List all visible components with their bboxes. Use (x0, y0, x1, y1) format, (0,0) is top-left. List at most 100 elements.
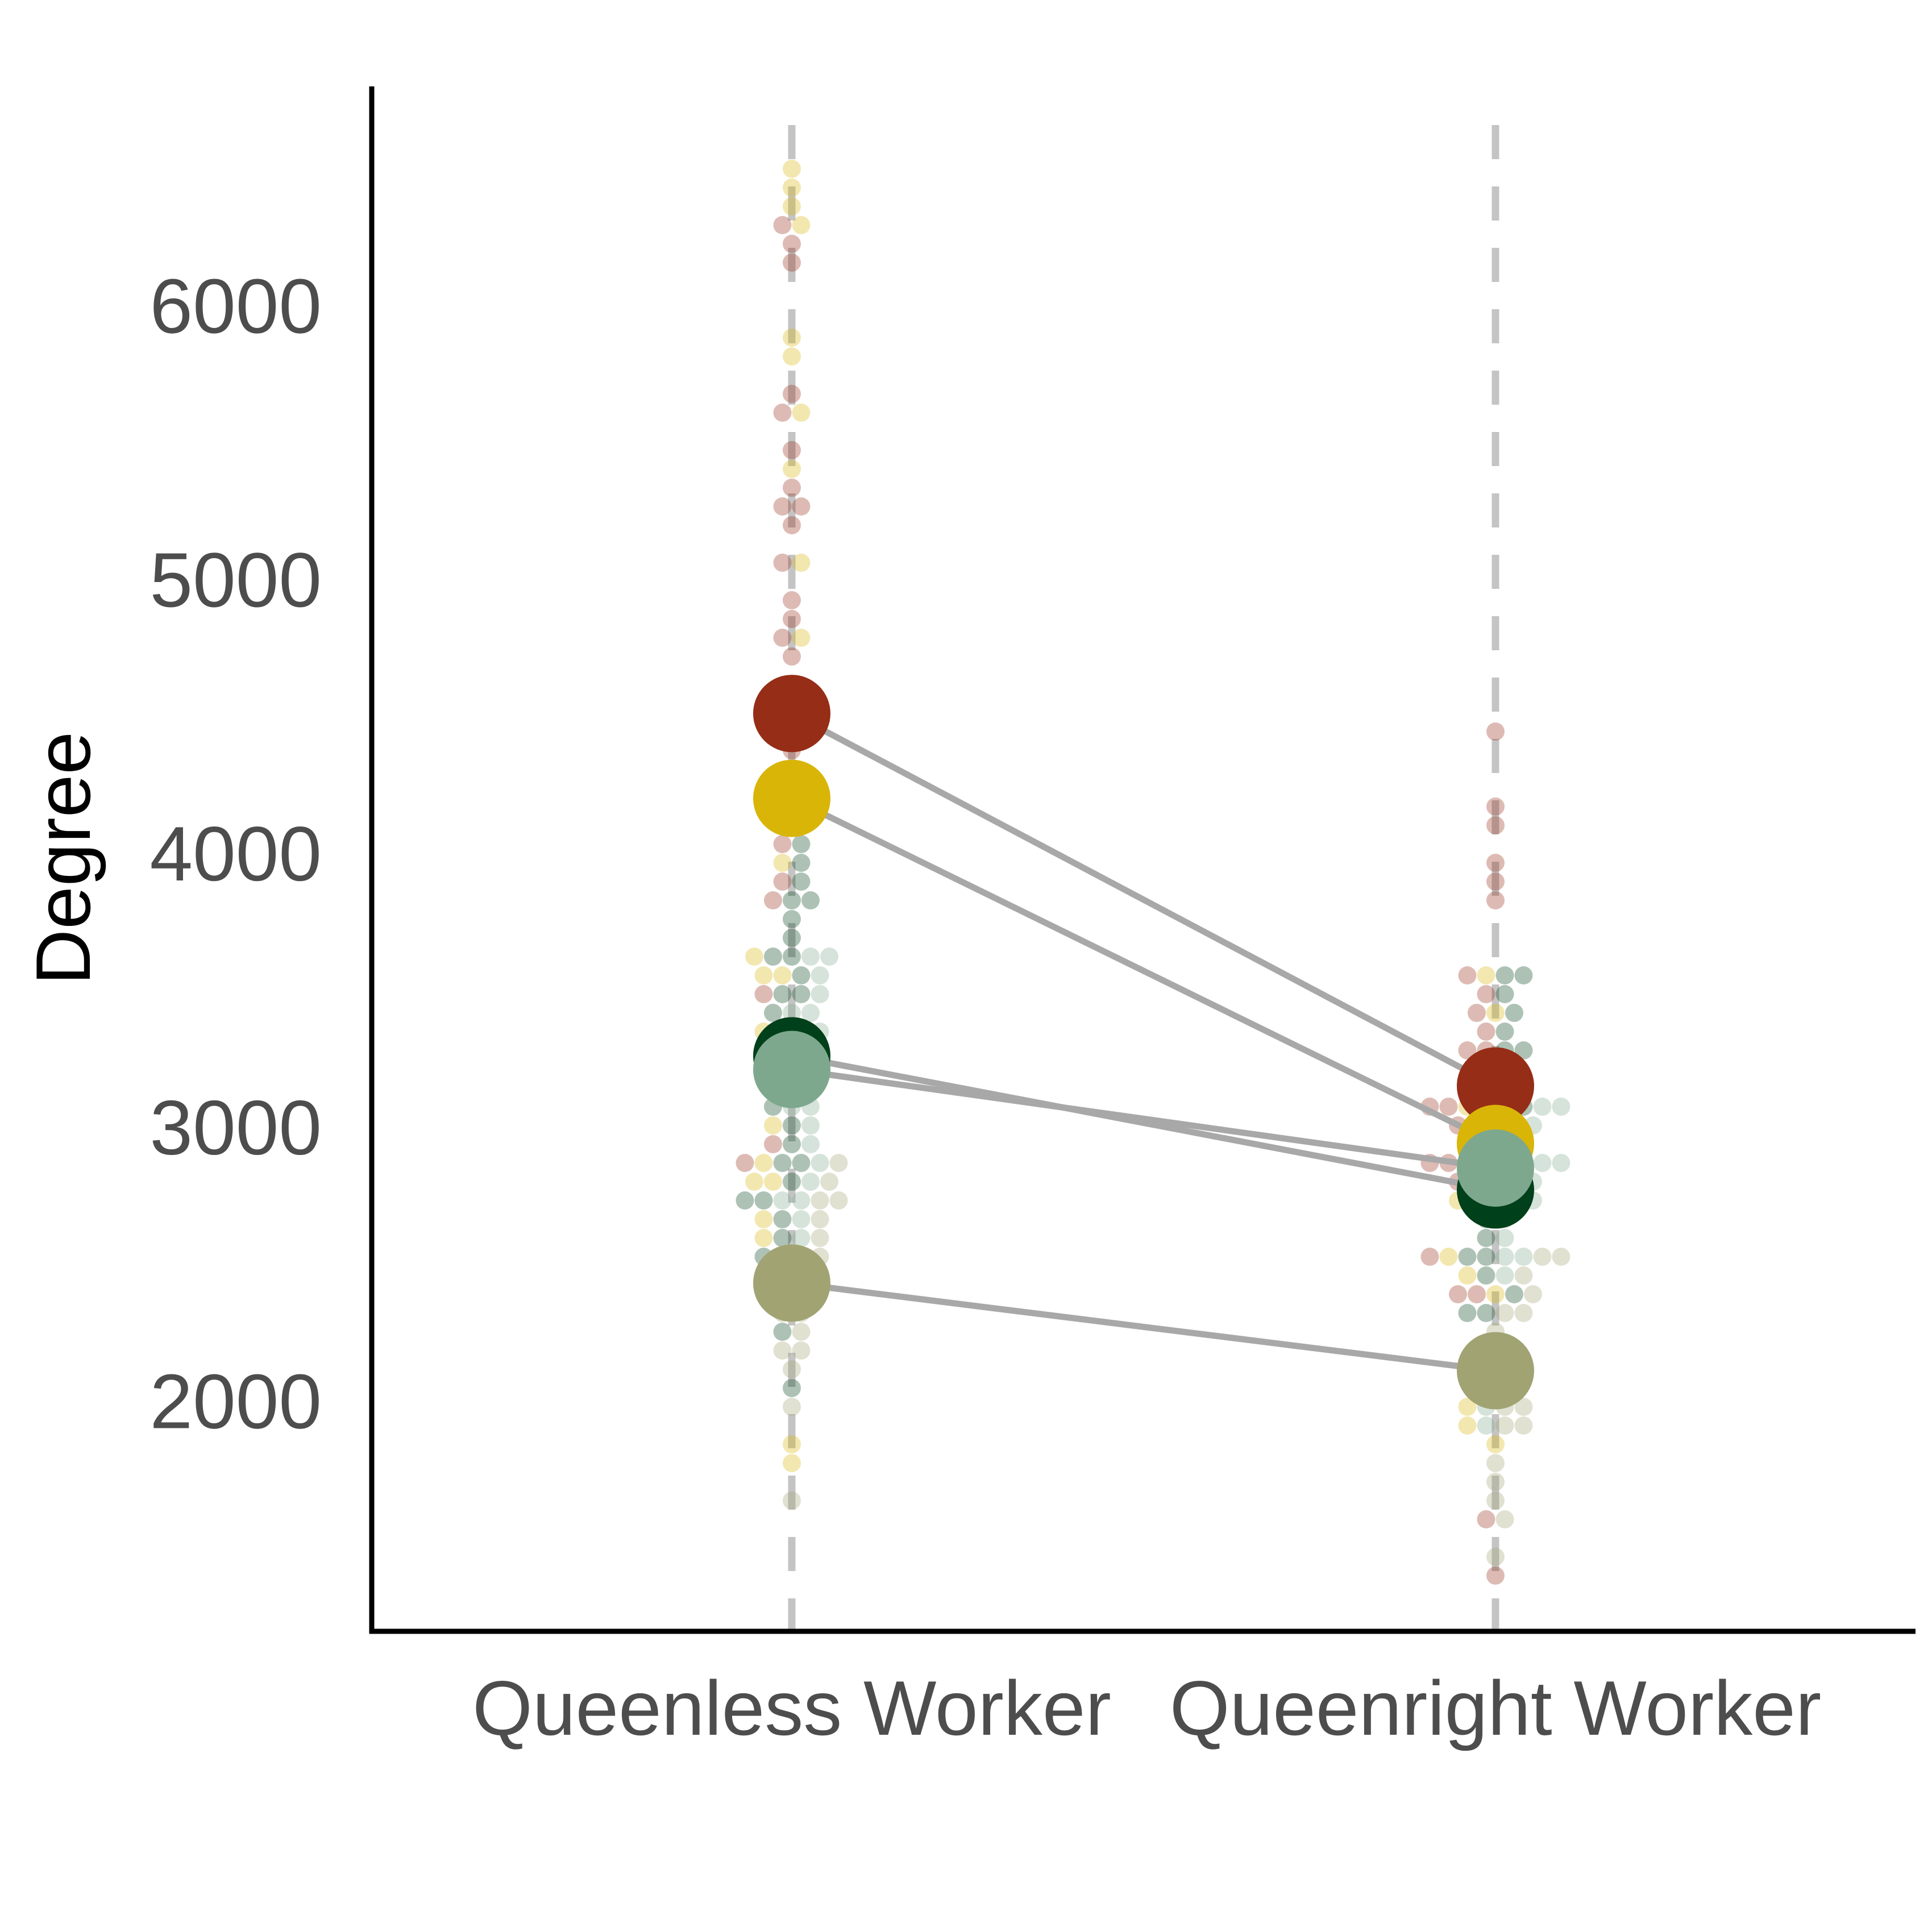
data-point (1495, 1416, 1514, 1435)
data-point (783, 1173, 801, 1191)
data-point (754, 1154, 773, 1172)
data-point (783, 910, 801, 928)
data-point (1533, 1098, 1552, 1116)
y-tick-label: 6000 (149, 263, 322, 349)
data-point (1439, 1098, 1458, 1116)
data-point (783, 441, 801, 459)
data-point (1495, 1304, 1514, 1322)
data-point (1552, 1154, 1570, 1172)
data-point (783, 591, 801, 609)
data-point (792, 1341, 811, 1360)
data-point (764, 1004, 782, 1022)
data-point (1458, 1248, 1477, 1266)
data-point (1514, 1248, 1533, 1266)
data-point (1486, 816, 1505, 834)
y-tick-label: 3000 (149, 1085, 322, 1171)
data-point (801, 891, 820, 909)
data-point (811, 1191, 829, 1210)
data-point (783, 235, 801, 253)
data-point (1486, 1567, 1505, 1585)
y-tick-label: 5000 (149, 537, 322, 623)
data-point (1514, 1416, 1533, 1435)
data-point (1420, 1248, 1439, 1266)
data-point (792, 629, 811, 647)
mean-connector-sage (791, 1066, 1496, 1171)
data-point (1486, 1454, 1505, 1472)
data-point (1449, 1285, 1467, 1303)
data-point (783, 479, 801, 497)
data-point (1495, 1248, 1514, 1266)
data-point (1533, 1248, 1552, 1266)
data-point (773, 629, 792, 647)
data-point (801, 1173, 820, 1191)
data-point (1477, 1510, 1495, 1528)
data-point (773, 216, 792, 234)
data-point (792, 985, 811, 1003)
mean-point-olive (753, 1244, 830, 1322)
data-point (820, 1173, 838, 1191)
data-point (1495, 1023, 1514, 1041)
data-point (783, 160, 801, 178)
data-point (811, 1210, 829, 1228)
data-point (1486, 872, 1505, 891)
data-point (783, 948, 801, 966)
mean-point-gold (753, 759, 830, 837)
data-point (1486, 891, 1505, 909)
data-point (773, 1323, 792, 1341)
mean-connector-olive (791, 1279, 1496, 1374)
mean-connectors (790, 711, 1497, 1374)
data-point (773, 554, 792, 572)
data-point (773, 1341, 792, 1360)
data-point (783, 329, 801, 347)
data-point (783, 254, 801, 272)
data-point (783, 1135, 801, 1153)
data-point (1486, 1435, 1505, 1453)
data-point (1505, 1285, 1523, 1303)
data-point (1486, 1491, 1505, 1510)
mean-connector-darkgreen (791, 1053, 1497, 1193)
data-point (801, 948, 820, 966)
data-point (811, 985, 829, 1003)
data-point (754, 1210, 773, 1228)
data-point (783, 1360, 801, 1378)
data-point (754, 1191, 773, 1210)
data-point (745, 1173, 763, 1191)
data-point (783, 460, 801, 478)
category-guide-lines (788, 125, 1499, 1629)
data-point (1486, 854, 1505, 872)
data-point (1514, 1398, 1533, 1416)
data-point (783, 516, 801, 534)
data-point (792, 854, 811, 872)
data-point (773, 404, 792, 422)
data-point (1477, 1023, 1495, 1041)
data-point (1486, 1285, 1505, 1303)
data-point (792, 216, 811, 234)
group-means (753, 675, 1534, 1410)
data-point (1458, 1041, 1477, 1060)
data-point (754, 966, 773, 984)
data-point (801, 1004, 820, 1022)
data-point (1458, 1266, 1477, 1285)
data-point (773, 985, 792, 1003)
data-point (1495, 1510, 1514, 1528)
data-point (1477, 966, 1495, 984)
data-point (811, 966, 829, 984)
mean-connector-red (790, 711, 1497, 1089)
mean-point-olive (1457, 1332, 1534, 1410)
data-point (1514, 966, 1533, 984)
data-point (773, 854, 792, 872)
data-point (792, 872, 811, 891)
data-point (792, 404, 811, 422)
data-point (764, 891, 782, 909)
mean-point-red (1457, 1047, 1534, 1125)
data-point (745, 948, 763, 966)
data-point (764, 1116, 782, 1135)
data-point (811, 1229, 829, 1247)
data-point (783, 347, 801, 365)
data-point (736, 1154, 754, 1172)
data-point (1477, 1416, 1495, 1435)
data-point (773, 1229, 792, 1247)
data-point (1468, 1285, 1486, 1303)
data-point (773, 497, 792, 516)
